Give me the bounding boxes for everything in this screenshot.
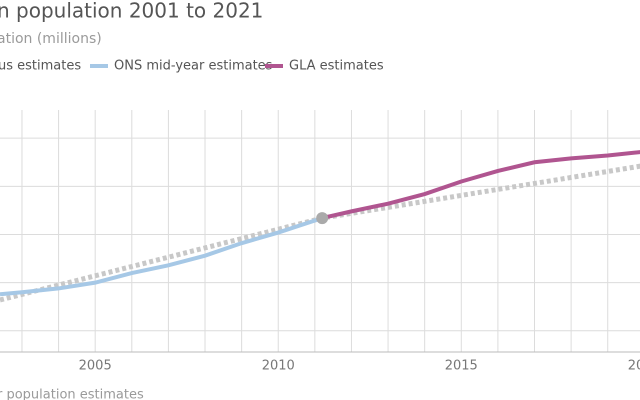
source-note: r population estimates [0, 388, 144, 400]
data-point [316, 212, 329, 225]
x-tick-label: 2020 [628, 359, 640, 374]
chart-title: n population 2001 to 2021 [0, 0, 263, 23]
x-tick-label: 2015 [445, 359, 478, 374]
chart-subtitle: ation (millions) [0, 31, 102, 47]
legend-label: GLA estimates [289, 59, 384, 74]
x-tick-label: 2005 [79, 359, 112, 374]
series-line [321, 150, 640, 221]
x-tick-label: 2010 [262, 359, 295, 374]
legend-label: us estimates [0, 59, 81, 74]
series-line [0, 216, 323, 297]
legend-label: ONS mid-year estimates [114, 59, 273, 74]
